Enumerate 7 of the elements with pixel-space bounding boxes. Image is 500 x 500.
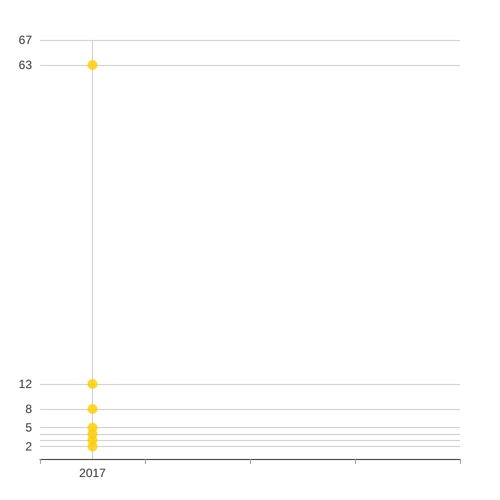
y-tick-label: 8 [25, 402, 32, 416]
y-tick-label: 63 [18, 58, 32, 72]
y-tick-label: 67 [18, 33, 32, 47]
x-tick-label: 2017 [79, 466, 106, 480]
y-tick-label: 12 [18, 376, 32, 391]
y-tick-label: 5 [25, 420, 32, 435]
y-tick-label: 2 [25, 439, 32, 454]
